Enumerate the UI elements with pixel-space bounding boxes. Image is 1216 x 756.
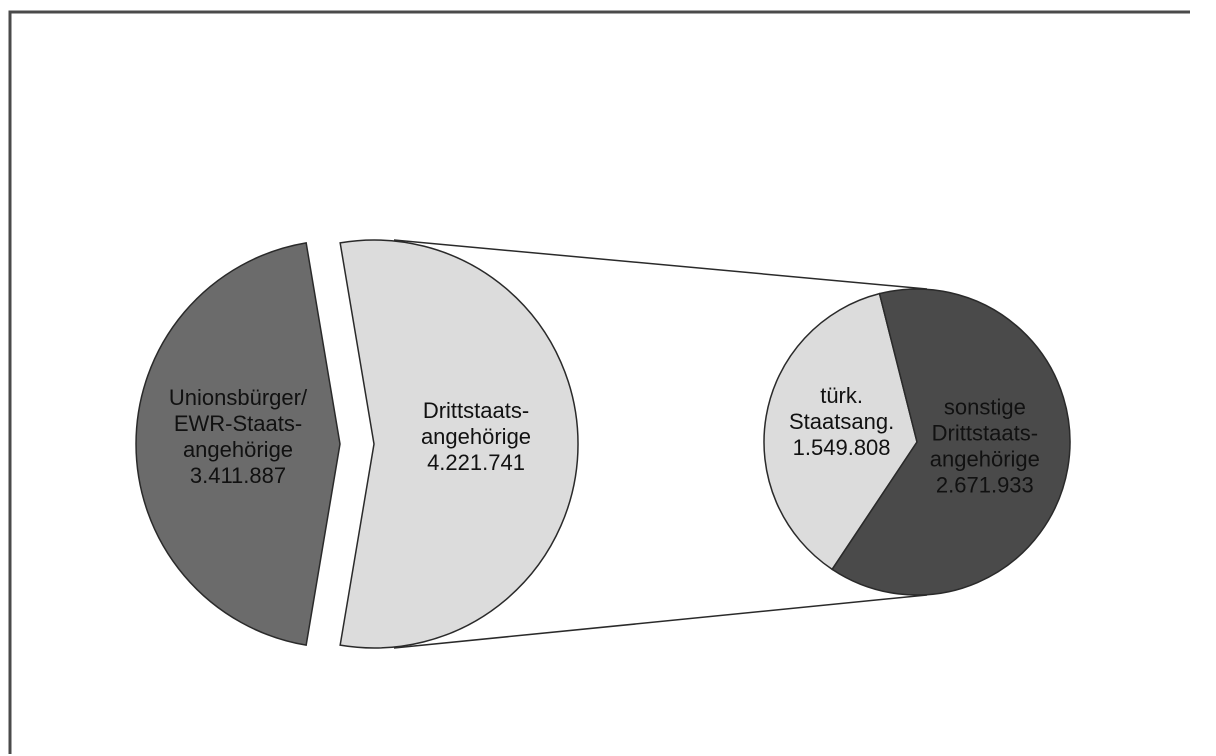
breakout-slice-2	[831, 288, 1071, 596]
breakout-slice-1	[763, 292, 918, 571]
main-slice-label-2: Drittstaats-angehörige 4.221.741	[421, 398, 531, 475]
breakout-slice-label-2: sonstige Drittstaats-angehörige 2.671.933	[930, 395, 1040, 498]
slice-labels: Unionsbürger/EWR-Staats-angehörige 3.411.…	[169, 383, 1040, 498]
breakout-pie	[763, 288, 1071, 596]
connector-line-bottom	[393, 594, 928, 649]
main-slice-2	[339, 239, 579, 649]
chart-frame	[8, 10, 1190, 754]
main-slice-1	[135, 241, 341, 647]
main-slice-label-1: Unionsbürger/EWR-Staats-angehörige 3.411.…	[169, 385, 308, 488]
breakout-slice-label-1: türk. Staatsang. 1.549.808	[789, 383, 894, 460]
connector-lines	[393, 239, 928, 649]
connector-line-top	[393, 239, 928, 290]
main-pie	[135, 239, 579, 649]
